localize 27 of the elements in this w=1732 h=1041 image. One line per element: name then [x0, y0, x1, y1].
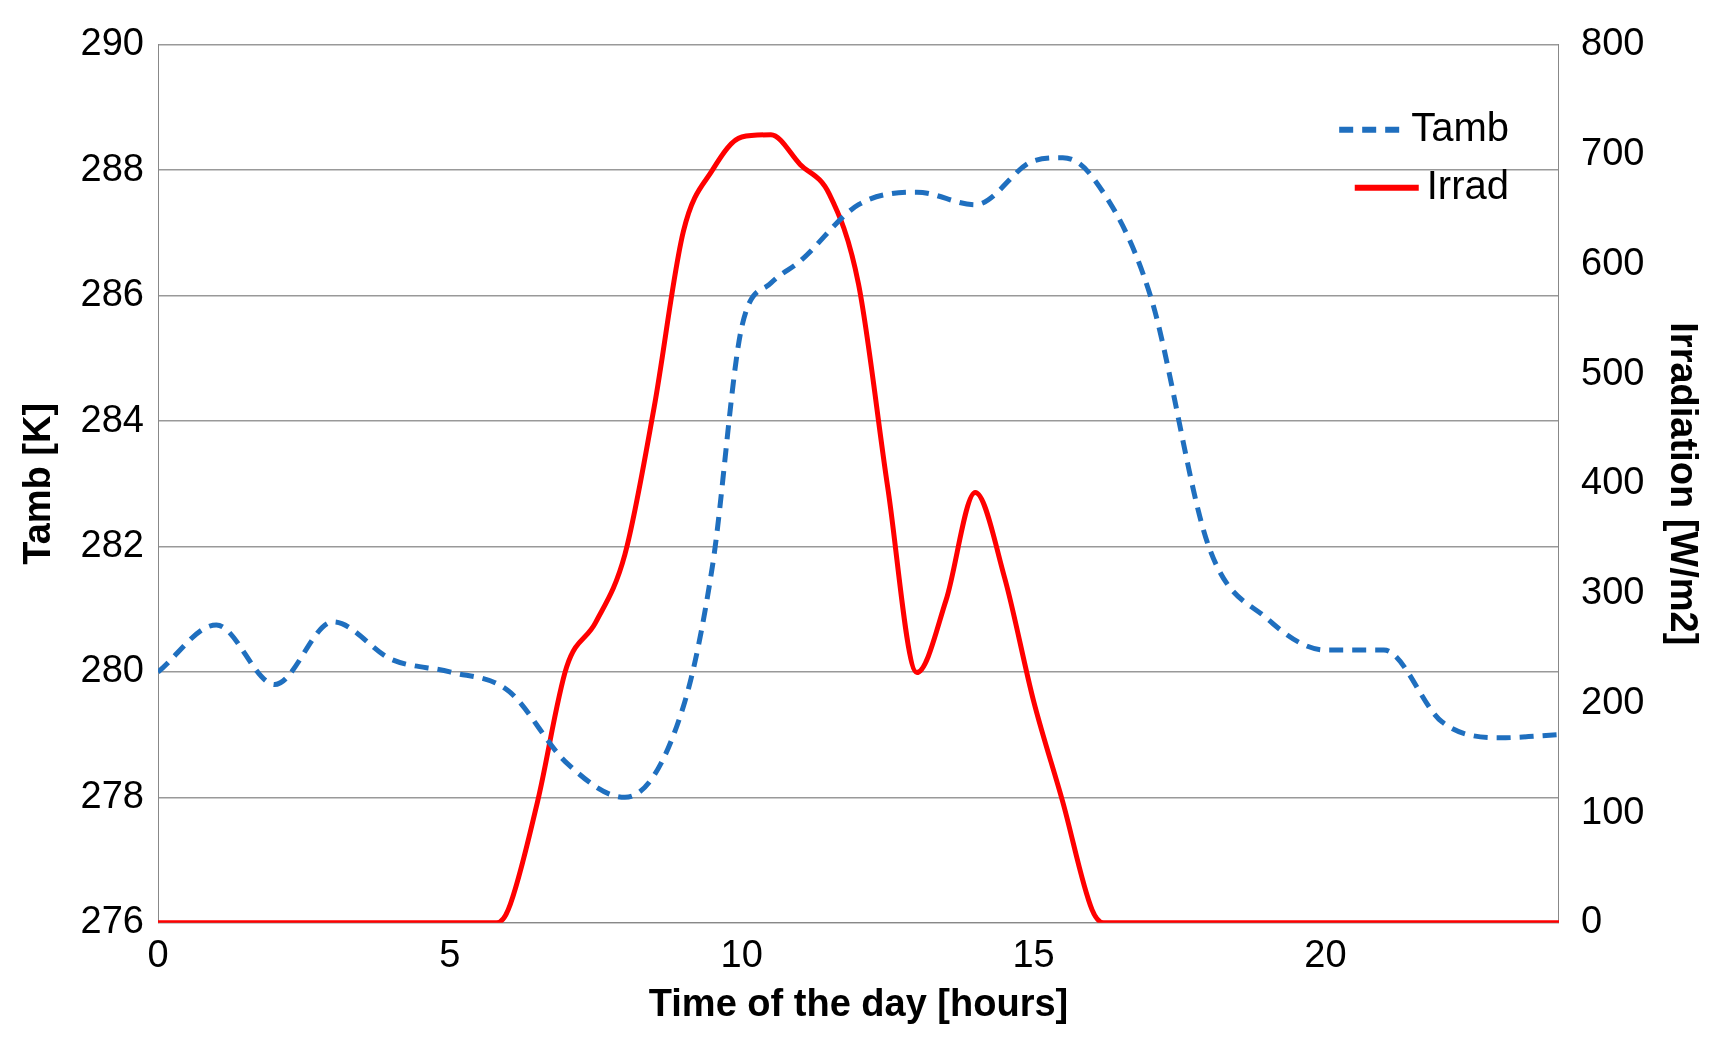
legend-label: Tamb [1411, 104, 1509, 149]
y-tick-label: 276 [80, 899, 144, 942]
y2-tick-label: 200 [1581, 679, 1645, 722]
y2-tick-label: 700 [1581, 131, 1645, 174]
x-tick-label: 15 [1012, 933, 1055, 976]
y2-tick-label: 0 [1581, 899, 1603, 942]
y-axis-title: Tamb [K] [16, 402, 59, 565]
y2-axis-title: Irradiation [W/m2] [1662, 322, 1705, 646]
x-tick-label: 0 [147, 933, 169, 976]
y2-tick-label: 100 [1581, 789, 1645, 832]
y2-tick-label: 800 [1581, 21, 1645, 64]
y2-tick-label: 500 [1581, 350, 1645, 393]
y-tick-label: 282 [80, 523, 144, 565]
y-tick-label: 290 [80, 21, 144, 64]
y-tick-label: 278 [80, 773, 144, 816]
y2-tick-label: 300 [1581, 570, 1645, 613]
x-tick-label: 20 [1304, 933, 1347, 976]
y-tick-label: 280 [80, 648, 144, 691]
y2-tick-label: 400 [1581, 460, 1645, 503]
x-tick-label: 10 [720, 933, 763, 976]
x-axis-title: Time of the day [hours] [648, 981, 1069, 1024]
y-tick-label: 288 [80, 146, 144, 189]
y-tick-label: 284 [80, 397, 144, 440]
legend-label: Irrad [1426, 162, 1509, 207]
y-tick-label: 286 [80, 272, 144, 315]
x-tick-label: 5 [439, 933, 461, 976]
y2-tick-label: 600 [1581, 240, 1645, 283]
